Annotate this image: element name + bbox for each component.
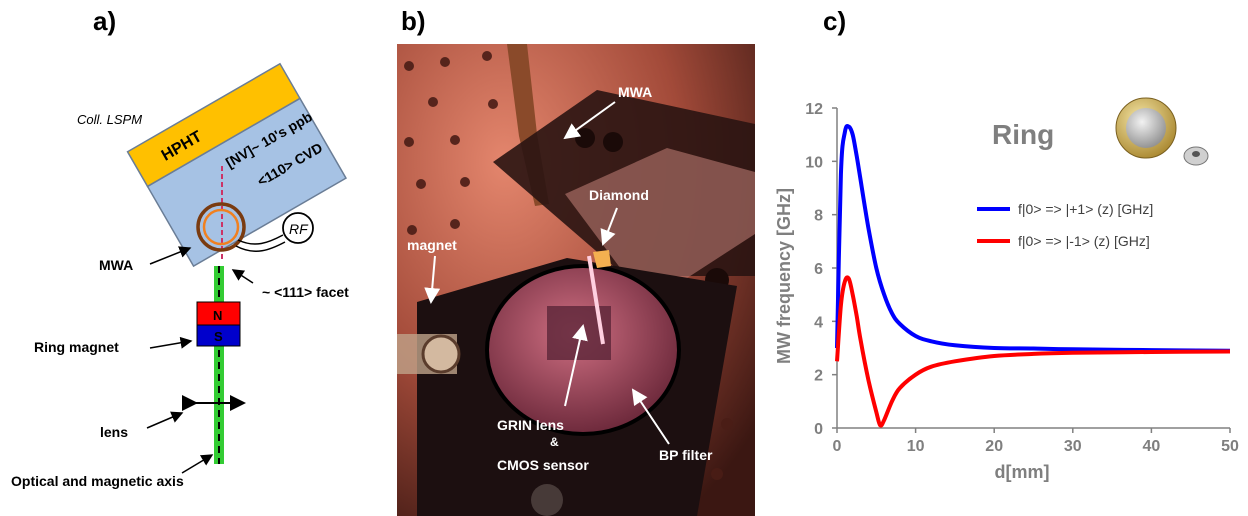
chart-legend: f|0> => |+1> (z) [GHz] f|0> => |-1> (z) [… [977,201,1153,249]
series-line-plus1 [835,124,1231,353]
magnet-south [196,324,241,347]
rf-cable-1 [235,241,286,252]
mwa-label: MWA [99,257,133,273]
mwa-loop-outer [196,202,246,252]
x-tick-label: 50 [1221,438,1239,455]
rf-source [282,212,314,244]
x-tick-label: 10 [907,438,925,455]
coin-and-magnet-picture [1115,97,1209,166]
y-tick-label: 10 [805,154,823,171]
photo-mwa-label: MWA [618,84,652,100]
small-ring-magnet-hole [1192,151,1200,157]
diamond-sample [593,250,611,268]
x-axis-label: d[mm] [995,462,1050,482]
ring-magnet-pointer [149,336,193,349]
legend-entry: f|0> => |-1> (z) [GHz] [1018,233,1150,249]
screw [531,484,563,516]
ring-magnet-photo [421,334,461,374]
photo-bp-label: BP filter [659,447,713,463]
chart-series [835,124,1231,428]
legend-entry: f|0> => |+1> (z) [GHz] [1018,201,1153,217]
photo-mwa-arrow [563,101,616,140]
y-axis-label: MW frequency [GHz] [774,188,794,364]
x-tick-label: 40 [1143,438,1161,455]
x-tick-label: 0 [833,438,842,455]
rf-cable-2 [237,234,284,245]
diamond-crystal: HPHT [NV]~ 10's ppb <110> CVD [126,62,348,268]
facet-pointer [231,269,254,284]
euro-coin-center [1126,108,1166,148]
panel-a-label: a) [93,6,117,36]
panel-b-label: b) [401,6,426,36]
ring-annotation: Ring [992,119,1054,150]
coll-lspm-label: Coll. LSPM [77,112,142,127]
y-tick-label: 4 [814,314,823,331]
setup-photo: MWA Diamond magnet GRIN lens & CMOS sens… [397,44,755,516]
y-tick-label: 8 [814,208,823,225]
lens-label: lens [100,424,128,440]
x-tick-label: 30 [1064,438,1082,455]
photo-grin-arrow [564,324,588,407]
axis-label: Optical and magnetic axis [11,473,184,489]
photo-magnet-label: magnet [407,237,457,253]
panel-a-schematic: Coll. LSPM HPHT [NV]~ 10's ppb <110> CVD… [11,62,349,489]
photo-bp-arrow [631,388,670,445]
panel-c-label: c) [823,6,847,36]
series-line-minus1 [835,275,1231,428]
mwa-loop-inner [202,208,240,246]
x-tick-label: 20 [985,438,1003,455]
y-tick-label: 12 [805,101,823,118]
glass-slide [565,148,755,304]
y-tick-label: 6 [814,261,823,278]
magnet-s-text: S [214,329,223,344]
y-tick-label: 2 [814,368,823,385]
photo-grin-label: GRIN lens [497,417,564,433]
lens-pointer [146,411,184,429]
mwa-pointer [149,246,192,265]
chart-axes: 0 10 20 30 40 50 0 2 4 6 8 10 12 [805,101,1239,455]
photo-magnet-arrow [424,255,441,304]
setup-photo-drawing: MWA Diamond magnet GRIN lens & CMOS sens… [397,44,755,516]
facet-label: ~ <111> facet [262,284,349,300]
rf-text: RF [289,221,309,237]
y-tick-label: 0 [814,421,823,438]
photo-diamond-arrow [600,207,618,246]
breadboard-holes [404,51,733,480]
photo-cmos-label: CMOS sensor [497,457,589,473]
ring-magnet-label: Ring magnet [34,339,119,355]
grin-fiber [587,255,605,345]
axis-pointer [181,454,214,474]
photo-amp-label: & [550,435,559,449]
photo-diamond-label: Diamond [589,187,649,203]
magnet-n-text: N [213,308,222,323]
